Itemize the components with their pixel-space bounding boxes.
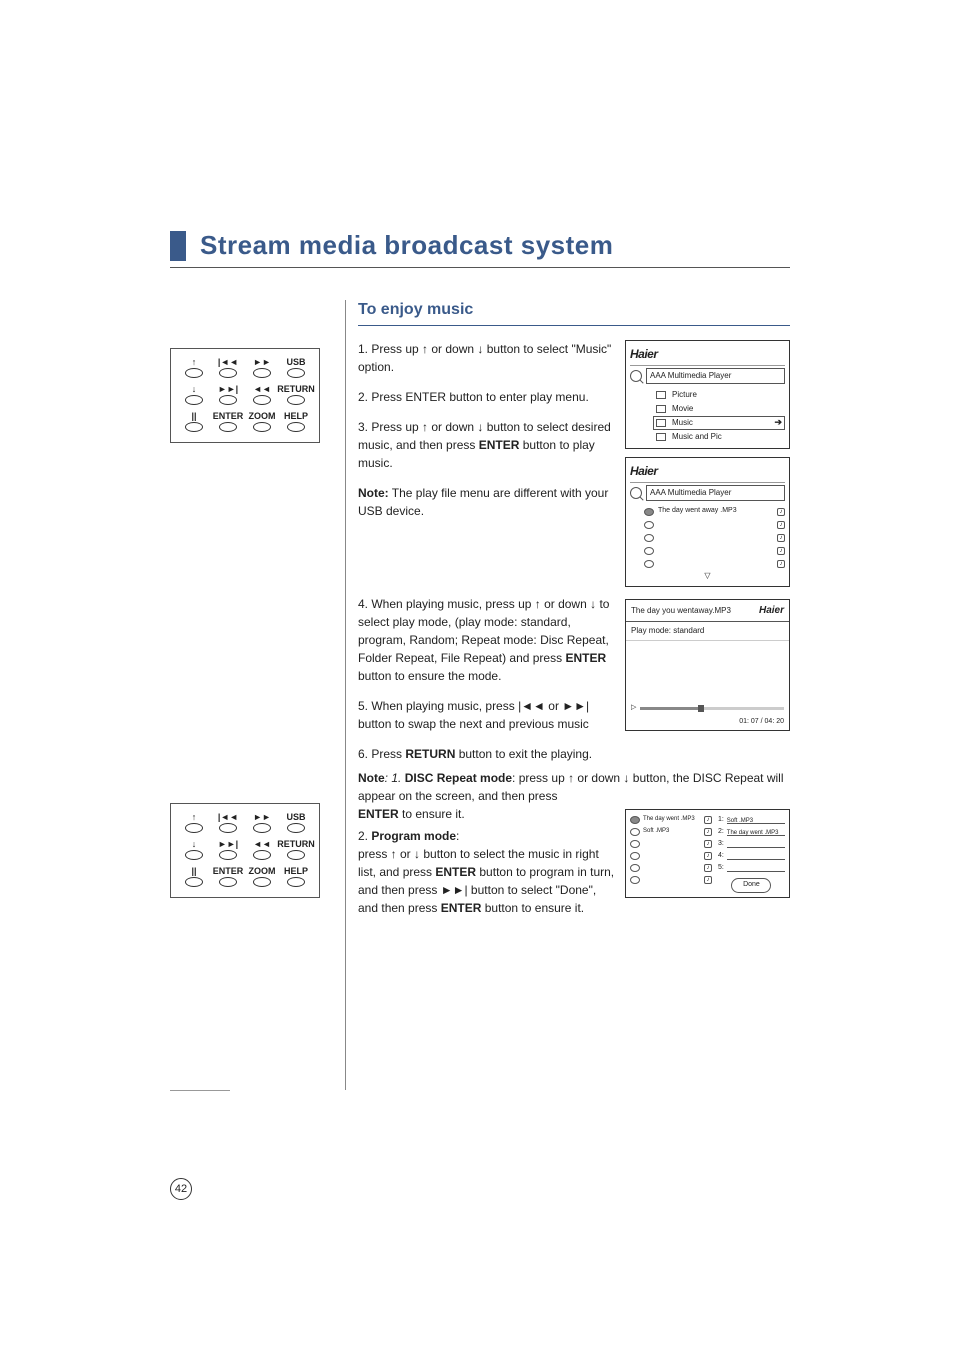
program-source-row: Soft .MP3♪ xyxy=(630,826,712,837)
remote-key: ↑ xyxy=(178,357,210,382)
now-playing-track: The day you wentaway.MP3 xyxy=(631,605,731,617)
panel-title: AAA Multimedia Player xyxy=(646,368,785,384)
remote-key: ◄◄ xyxy=(246,839,278,864)
remote-key: || xyxy=(178,866,210,891)
remote-key: ↑ xyxy=(178,812,210,837)
remote-key: |◄◄ xyxy=(212,812,244,837)
remote-button-grid-2: ↑|◄◄►►USB ↓►►|◄◄RETURN ||ENTERZOOMHELP xyxy=(170,803,320,898)
step-6: 6. Press RETURN button to exit the playi… xyxy=(358,745,790,763)
program-slot: 3: xyxy=(718,838,785,850)
remote-key: RETURN xyxy=(280,839,312,864)
file-row: ♪ xyxy=(644,531,785,544)
play-mode-label: Play mode: standard xyxy=(626,622,789,641)
remote-key: ↓ xyxy=(178,839,210,864)
menu-item: Picture xyxy=(656,388,785,402)
title-bar: Stream media broadcast system xyxy=(170,230,790,268)
magnifier-icon xyxy=(630,370,642,382)
program-source-row: The day went .MP3♪ xyxy=(630,814,712,825)
note-2-line: Note: 1. DISC Repeat mode: press up ↑ or… xyxy=(358,769,790,805)
remote-key: ENTER xyxy=(212,866,244,891)
screenshot-file-list-panel: Haier AAA Multimedia Player The day went… xyxy=(625,457,790,587)
left-column: ↑|◄◄►►USB↓►►|◄◄RETURN||ENTERZOOMHELP ↑|◄… xyxy=(170,298,340,917)
program-source-row: ♪ xyxy=(630,850,712,861)
scroll-down-indicator: ▽ xyxy=(630,570,785,582)
program-source-row: ♪ xyxy=(630,874,712,885)
remote-key: ↓ xyxy=(178,384,210,409)
haier-logo: Haier xyxy=(759,603,784,618)
haier-logo: Haier xyxy=(630,345,785,366)
remote-key: USB xyxy=(280,812,312,837)
program-source-row: ♪ xyxy=(630,862,712,873)
remote-key: ENTER xyxy=(212,411,244,436)
program-slot: 5: xyxy=(718,862,785,874)
two-column-layout: ↑|◄◄►►USB↓►►|◄◄RETURN||ENTERZOOMHELP ↑|◄… xyxy=(170,298,790,917)
menu-item: Music➔ xyxy=(653,416,785,430)
screenshot-menu-panel: Haier AAA Multimedia Player PictureMovie… xyxy=(625,340,790,449)
page-title: Stream media broadcast system xyxy=(200,230,613,261)
remote-key: || xyxy=(178,411,210,436)
screenshot-playback-panel: The day you wentaway.MP3 Haier Play mode… xyxy=(625,599,790,731)
magnifier-icon xyxy=(630,487,642,499)
haier-logo: Haier xyxy=(630,462,785,483)
remote-key: ►►| xyxy=(212,839,244,864)
program-slot: 2:The day went .MP3 xyxy=(718,826,785,838)
footer-rule xyxy=(170,1090,230,1091)
file-row: ♪ xyxy=(644,518,785,531)
file-row: The day went away .MP3♪ xyxy=(644,505,785,518)
page-content: Stream media broadcast system ↑|◄◄►►USB↓… xyxy=(170,230,790,917)
file-row: ♪ xyxy=(644,557,785,570)
remote-key: ►► xyxy=(246,812,278,837)
remote-key: ►► xyxy=(246,357,278,382)
page-number: 42 xyxy=(170,1178,192,1200)
file-row: ♪ xyxy=(644,544,785,557)
menu-item: Music and Pic xyxy=(656,430,785,444)
progress-bar: ▷ xyxy=(626,701,789,716)
menu-item: Movie xyxy=(656,402,785,416)
remote-key: ZOOM xyxy=(246,866,278,891)
panel-title: AAA Multimedia Player xyxy=(646,485,785,501)
screenshot-program-panel: The day went .MP3♪Soft .MP3♪♪♪♪♪ 1:Soft … xyxy=(625,809,790,898)
remote-key: HELP xyxy=(280,411,312,436)
program-slot: 1:Soft .MP3 xyxy=(718,814,785,826)
title-accent-block xyxy=(170,231,186,261)
remote-key: |◄◄ xyxy=(212,357,244,382)
right-column: To enjoy music Haier AAA Multimedia Play… xyxy=(358,298,790,917)
done-button: Done xyxy=(731,878,771,893)
program-slot: 4: xyxy=(718,850,785,862)
remote-button-grid: ↑|◄◄►►USB ↓►►|◄◄RETURN ||ENTERZOOMHELP xyxy=(170,348,320,443)
remote-key: ►►| xyxy=(212,384,244,409)
remote-key: RETURN xyxy=(280,384,312,409)
column-divider xyxy=(345,300,346,1090)
program-source-row: ♪ xyxy=(630,838,712,849)
time-counter: 01: 07 / 04: 20 xyxy=(626,716,789,731)
remote-key: USB xyxy=(280,357,312,382)
remote-key: HELP xyxy=(280,866,312,891)
remote-key: ZOOM xyxy=(246,411,278,436)
section-heading: To enjoy music xyxy=(358,298,790,326)
remote-key: ◄◄ xyxy=(246,384,278,409)
